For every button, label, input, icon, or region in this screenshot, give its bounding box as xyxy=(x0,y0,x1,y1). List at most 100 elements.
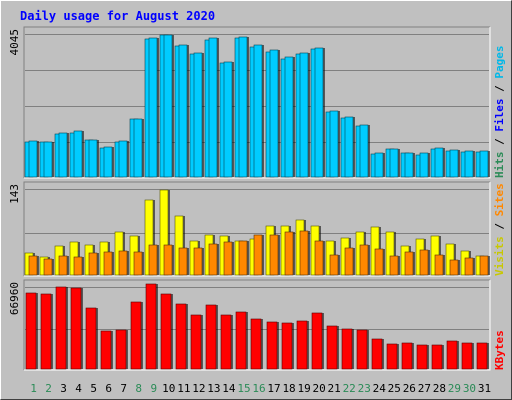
bar-files-day-3 xyxy=(58,132,68,178)
panel-top: 4045 Hits / Files / Pages xyxy=(8,26,506,179)
bar-files-day-22 xyxy=(344,116,354,178)
bar-kbytes-day-12 xyxy=(190,314,202,370)
day-label-20: 20 xyxy=(313,382,326,395)
bar-files-day-30 xyxy=(464,150,474,178)
day-label-19: 19 xyxy=(297,382,310,395)
chart-title: Daily usage for August 2020 xyxy=(20,9,215,23)
bar-kbytes-day-27 xyxy=(416,344,428,370)
bar-sites-day-10 xyxy=(163,244,173,276)
bar-sites-day-20 xyxy=(314,240,324,276)
bar-sites-day-18 xyxy=(284,231,294,276)
day-label-21: 21 xyxy=(328,382,341,395)
day-label-3: 3 xyxy=(60,382,67,395)
legend-entry: / xyxy=(493,132,506,152)
day-label-30: 30 xyxy=(463,382,476,395)
bar-files-day-24 xyxy=(374,152,384,178)
bar-kbytes-day-11 xyxy=(175,303,187,370)
legend-entry: Sites xyxy=(493,183,506,216)
day-label-13: 13 xyxy=(207,382,220,395)
bar-files-day-28 xyxy=(434,147,444,178)
bar-sites-day-28 xyxy=(434,254,444,276)
day-label-2: 2 xyxy=(45,382,52,395)
bar-kbytes-day-5 xyxy=(85,307,97,370)
legend-entry: Pages xyxy=(493,46,506,79)
day-label-31: 31 xyxy=(478,382,491,395)
panel-max-label: 4045 xyxy=(8,29,21,56)
day-label-17: 17 xyxy=(267,382,280,395)
bar-files-day-5 xyxy=(88,139,98,178)
day-label-9: 9 xyxy=(150,382,157,395)
panel-legend: Hits / Files / Pages xyxy=(493,46,506,179)
bar-files-day-19 xyxy=(299,52,309,178)
panel-legend: KBytes xyxy=(493,330,506,370)
bar-sites-day-23 xyxy=(359,244,369,276)
bar-sites-day-19 xyxy=(299,230,309,276)
bar-kbytes-day-28 xyxy=(431,344,443,370)
bar-sites-day-16 xyxy=(253,234,263,276)
bar-kbytes-day-31 xyxy=(476,342,488,370)
bar-sites-day-3 xyxy=(58,255,68,276)
day-label-14: 14 xyxy=(222,382,236,395)
bar-sites-day-5 xyxy=(88,252,98,276)
bar-files-day-21 xyxy=(329,110,339,178)
day-label-5: 5 xyxy=(90,382,97,395)
plot-bevel-dark xyxy=(23,279,490,370)
bar-files-day-23 xyxy=(359,124,369,178)
bar-files-day-12 xyxy=(193,52,203,178)
bar-files-day-29 xyxy=(449,149,459,178)
bar-kbytes-day-8 xyxy=(130,301,142,370)
day-label-26: 26 xyxy=(403,382,416,395)
day-label-15: 15 xyxy=(237,382,250,395)
day-label-6: 6 xyxy=(105,382,112,395)
day-label-11: 11 xyxy=(177,382,190,395)
bar-files-day-6 xyxy=(103,146,113,178)
bar-kbytes-day-21 xyxy=(326,325,338,370)
legend-entry: Visits xyxy=(493,236,506,276)
legend-entry: / xyxy=(493,79,506,99)
day-label-12: 12 xyxy=(192,382,205,395)
bar-sites-day-29 xyxy=(449,259,459,276)
plot-bevel-light xyxy=(24,27,491,179)
bar-kbytes-day-2 xyxy=(40,293,52,370)
bar-kbytes-day-13 xyxy=(205,304,217,370)
bar-kbytes-day-20 xyxy=(311,312,323,370)
bar-files-day-2 xyxy=(43,141,53,178)
bar-sites-day-12 xyxy=(193,247,203,276)
bar-kbytes-day-24 xyxy=(371,338,383,370)
day-label-16: 16 xyxy=(252,382,265,395)
day-label-29: 29 xyxy=(448,382,461,395)
bar-files-day-15 xyxy=(238,36,248,178)
plot-bevel-light xyxy=(24,182,491,277)
bar-sites-day-17 xyxy=(269,234,279,276)
bar-sites-day-7 xyxy=(118,250,128,276)
bar-sites-day-24 xyxy=(374,248,384,276)
day-label-24: 24 xyxy=(373,382,387,395)
panel-middle: 143 Visits / Sites xyxy=(8,181,506,277)
legend-entry: KBytes xyxy=(493,330,506,370)
day-label-22: 22 xyxy=(343,382,356,395)
bar-kbytes-day-6 xyxy=(100,330,112,370)
bar-sites-day-6 xyxy=(103,251,113,276)
bar-sites-day-22 xyxy=(344,247,354,276)
bar-kbytes-day-25 xyxy=(386,343,398,370)
bar-kbytes-day-1 xyxy=(25,292,37,370)
bar-kbytes-day-17 xyxy=(266,321,278,370)
bar-sites-day-1 xyxy=(28,255,38,276)
bar-kbytes-day-19 xyxy=(296,320,308,370)
bar-kbytes-day-4 xyxy=(70,287,82,370)
bar-sites-day-30 xyxy=(464,257,474,276)
bar-files-day-4 xyxy=(73,130,83,178)
day-label-8: 8 xyxy=(135,382,142,395)
legend-entry: / xyxy=(493,216,506,236)
bar-sites-day-26 xyxy=(404,251,414,276)
bar-sites-day-14 xyxy=(223,241,233,276)
bar-files-day-25 xyxy=(389,148,399,178)
bar-files-day-31 xyxy=(479,150,489,178)
bar-sites-day-21 xyxy=(329,254,339,276)
bar-sites-day-25 xyxy=(389,255,399,276)
bar-files-day-10 xyxy=(163,34,173,178)
day-label-25: 25 xyxy=(388,382,401,395)
bar-kbytes-day-22 xyxy=(341,328,353,370)
bar-files-day-20 xyxy=(314,47,324,178)
